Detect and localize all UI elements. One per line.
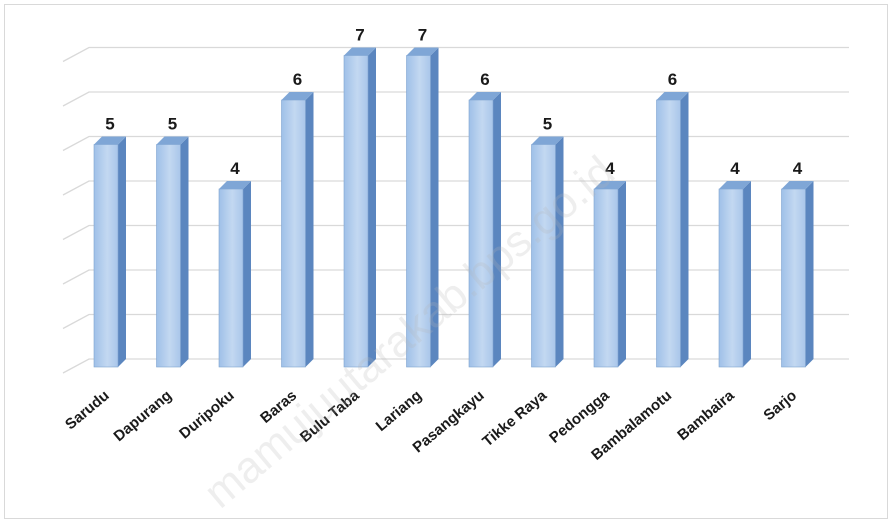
bar-front (656, 99, 681, 368)
data-labels: 5 5 4 6 7 7 6 5 4 6 4 4 (105, 26, 803, 179)
data-label: 5 (105, 115, 114, 134)
gridline (62, 180, 849, 196)
data-label: 4 (730, 159, 740, 178)
bar-sarjo (781, 181, 814, 368)
data-label: 6 (668, 70, 677, 89)
bar-side (305, 92, 314, 367)
bar-front (218, 188, 244, 368)
bar-bulu-taba (343, 47, 376, 368)
bar-side (118, 136, 126, 367)
bar-side (368, 47, 376, 367)
bar-front (406, 55, 431, 368)
bar-bambaira (718, 181, 751, 368)
bar-front (468, 99, 494, 368)
bar-side (805, 181, 814, 367)
bar-side (743, 181, 751, 367)
bar-top (594, 181, 626, 189)
bar-top (344, 47, 376, 56)
data-label: 4 (793, 159, 803, 178)
x-tick-label: Duripoku (176, 387, 237, 442)
bars (93, 47, 814, 368)
bar-top (469, 92, 501, 100)
bar-front (718, 188, 744, 368)
bar-top (406, 47, 439, 56)
bar-top (94, 136, 126, 145)
bar-top (531, 136, 564, 145)
gridline (62, 91, 849, 107)
x-tick-label: Bambaira (674, 387, 738, 444)
x-tick-label: Lariang (373, 387, 425, 435)
bar-top (219, 181, 251, 189)
bar-front (156, 144, 181, 368)
bar-top (656, 92, 689, 100)
bar-duripoku (218, 181, 251, 368)
data-label: 7 (355, 26, 364, 45)
bar-tikke-raya (531, 136, 564, 368)
x-tick-label: Sarjo (760, 387, 800, 424)
data-label: 4 (230, 159, 240, 178)
bar-lariang (406, 47, 439, 368)
bar-front (593, 188, 619, 368)
bar-top (156, 136, 189, 145)
bar-front (93, 144, 119, 368)
bar-dapurang (156, 136, 189, 368)
bar-front (343, 55, 369, 368)
gridlines (62, 46, 849, 374)
bar-top (281, 92, 314, 100)
bar-side (618, 181, 626, 367)
data-label: 7 (418, 26, 427, 45)
bar-pedongga (593, 181, 626, 368)
bar-front (781, 188, 806, 368)
gridline (62, 46, 849, 63)
x-tick-label: Sarudu (62, 387, 113, 433)
bar-side (243, 181, 251, 367)
gridline (62, 135, 849, 152)
bar-front (281, 99, 306, 368)
data-label: 5 (168, 115, 177, 134)
data-label: 4 (605, 159, 615, 178)
bar-side (493, 92, 501, 367)
bar-side (430, 47, 439, 367)
x-tick-label: Dapurang (111, 387, 176, 445)
bar-side (680, 92, 689, 367)
chart-area: 5 5 4 6 7 7 6 5 4 6 4 4 Sarudu Dapurang Duripoku Baras… (4, 4, 888, 519)
data-label: 6 (293, 70, 302, 89)
bar-top (719, 181, 751, 189)
bar-sarudu (93, 136, 126, 368)
bar-baras (281, 92, 314, 368)
bar-side (180, 136, 189, 367)
x-tick-label: Tikke Raya (479, 387, 550, 451)
bar-top (781, 181, 814, 189)
bar-front (531, 144, 556, 368)
bar-pasangkayu (468, 92, 501, 368)
data-label: 5 (543, 115, 552, 134)
data-label: 6 (480, 70, 489, 89)
bar-side (555, 136, 564, 367)
bar-bambalamotu (656, 92, 689, 368)
